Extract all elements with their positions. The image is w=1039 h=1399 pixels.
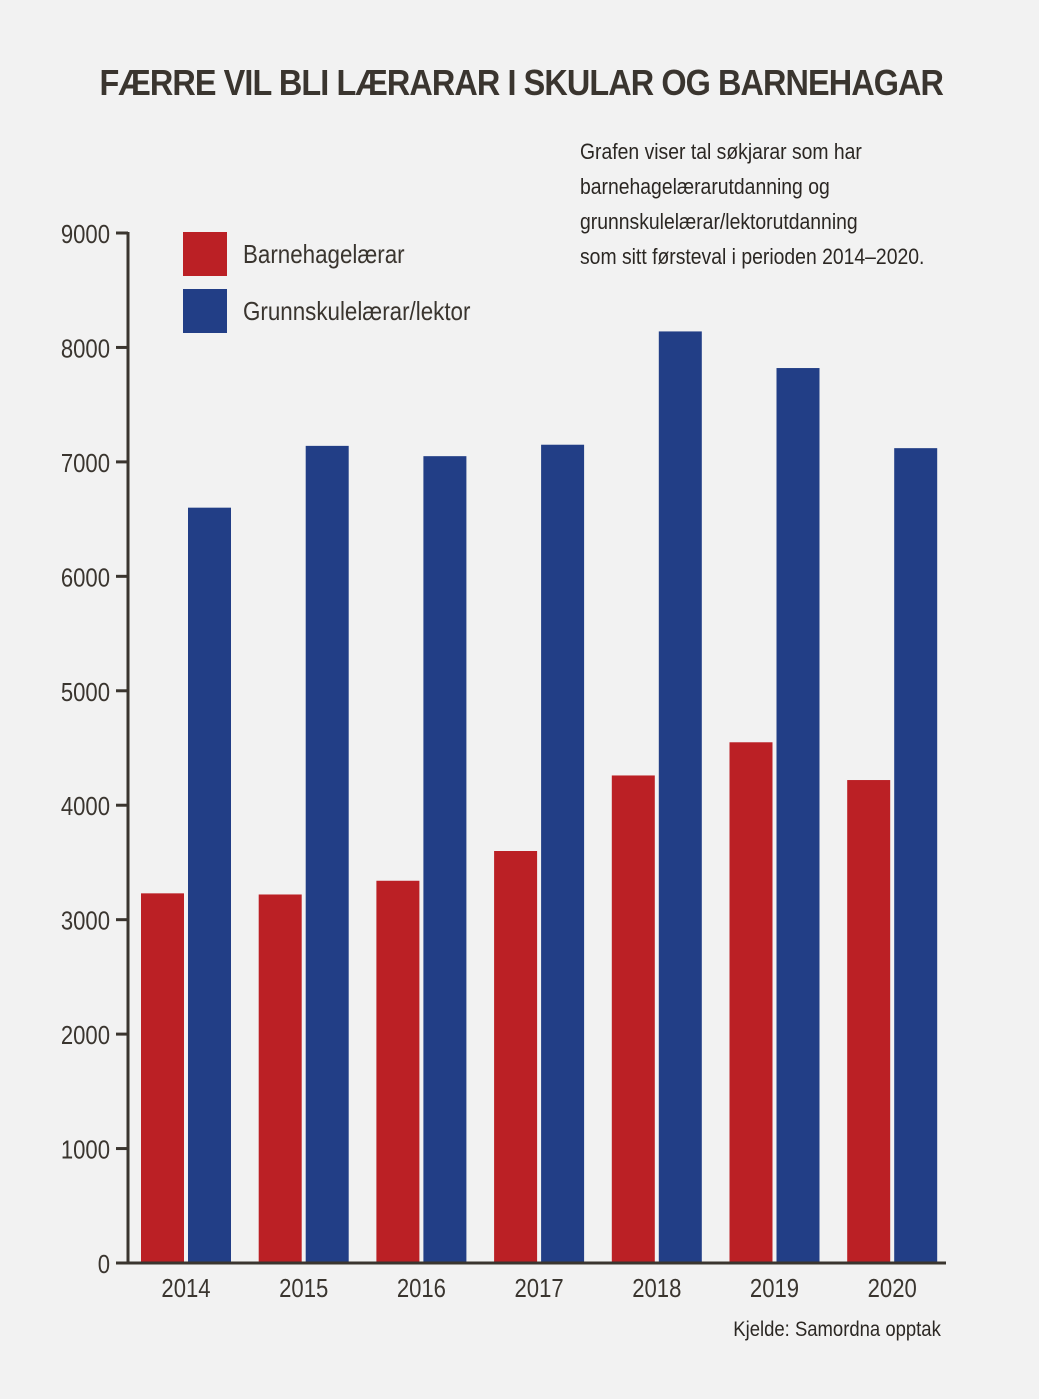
source-note: Kjelde: Samordna opptak [733, 1318, 941, 1341]
bar-grunnskulelaerar-2019 [776, 368, 820, 1263]
bar-barnehagelaerar-2015 [258, 894, 302, 1263]
y-tick-label-2000: 2000 [61, 1021, 110, 1050]
y-tick-label-3000: 3000 [61, 907, 110, 936]
bar-grunnskulelaerar-2016 [423, 456, 467, 1264]
x-tick-label-2018: 2018 [632, 1274, 681, 1303]
y-tick-label-7000: 7000 [61, 449, 110, 478]
x-tick-label-2014: 2014 [161, 1274, 210, 1303]
bar-barnehagelaerar-2014 [141, 893, 184, 1263]
x-tick-label-2020: 2020 [868, 1274, 917, 1303]
bar-barnehagelaerar-2018 [611, 775, 655, 1263]
y-tick-label-0: 0 [98, 1250, 110, 1279]
bar-grunnskulelaerar-2018 [658, 331, 702, 1263]
bar-barnehagelaerar-2017 [494, 851, 538, 1263]
bar-grunnskulelaerar-2017 [541, 444, 585, 1263]
y-tick-label-9000: 9000 [61, 220, 110, 249]
y-tick-label-4000: 4000 [61, 793, 110, 822]
legend-swatch-barnehagelaerar [183, 232, 227, 276]
legend-label-grunnskulelaerar: Grunnskulelærar/lektor [243, 295, 471, 326]
y-tick-label-1000: 1000 [61, 1136, 110, 1165]
y-tick-label-5000: 5000 [61, 678, 110, 707]
x-tick-label-2016: 2016 [397, 1274, 446, 1303]
legend: Barnehagelærar Grunnskulelærar/lektor [183, 232, 507, 346]
legend-label-barnehagelaerar: Barnehagelærar [243, 238, 405, 269]
bar-grunnskulelaerar-2015 [305, 445, 349, 1263]
chart-title: FÆRRE VIL BLI LÆRARAR I SKULAR OG BARNEH… [99, 62, 944, 103]
bar-barnehagelaerar-2020 [847, 780, 891, 1263]
legend-item-barnehagelaerar: Barnehagelærar [183, 232, 507, 276]
bar-barnehagelaerar-2019 [729, 742, 773, 1263]
legend-swatch-grunnskulelaerar [183, 289, 227, 333]
chart-subtitle: Grafen viser tal søkjarar som har barneh… [580, 139, 925, 269]
x-tick-label-2015: 2015 [279, 1274, 328, 1303]
y-tick-label-8000: 8000 [61, 335, 110, 364]
y-tick-label-6000: 6000 [61, 564, 110, 593]
legend-item-grunnskulelaerar: Grunnskulelærar/lektor [183, 289, 507, 333]
x-tick-label-2019: 2019 [750, 1274, 799, 1303]
bar-barnehagelaerar-2016 [376, 880, 420, 1263]
bar-grunnskulelaerar-2014 [188, 507, 231, 1264]
bar-grunnskulelaerar-2020 [894, 448, 938, 1264]
x-tick-label-2017: 2017 [515, 1274, 564, 1303]
